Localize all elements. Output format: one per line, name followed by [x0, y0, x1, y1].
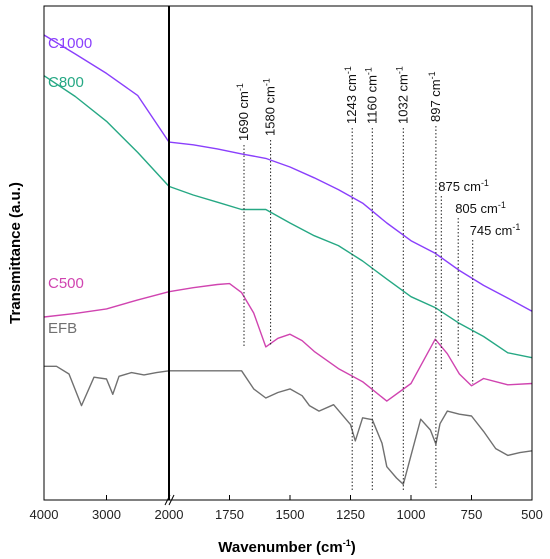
- series-line-c800: [43, 75, 533, 359]
- series-line-c1000: [43, 34, 533, 312]
- series-label-c1000: C1000: [48, 35, 92, 52]
- x-tick-label-2000: 2000: [155, 507, 184, 522]
- tick-layer: 4000 3000 2000 1750 1500 1250 1000 750 500: [30, 494, 543, 522]
- x-tick-label-1000: 1000: [397, 507, 426, 522]
- x-tick-label-3000: 3000: [92, 507, 121, 522]
- series-layer: C1000 C800 C500 EFB: [43, 34, 533, 485]
- series-label-c500: C500: [48, 275, 84, 292]
- peak-label-1160: 1160 cm-1: [363, 67, 379, 124]
- x-tick-label-1500: 1500: [276, 507, 305, 522]
- peak-label-805: 805 cm-1: [455, 200, 506, 216]
- x-tick-label-1750: 1750: [215, 507, 244, 522]
- peak-label-745: 745 cm-1: [470, 222, 521, 238]
- y-axis-title: Transmittance (a.u.): [7, 182, 24, 324]
- peak-label-1580: 1580 cm-1: [262, 78, 278, 136]
- x-axis-title: Wavenumber (cm-1): [218, 538, 356, 556]
- peak-label-1690: 1690 cm-1: [235, 83, 251, 141]
- axis-layer: [43, 5, 533, 501]
- axis-break-mark: [164, 494, 175, 506]
- x-tick-label-750: 750: [461, 507, 483, 522]
- series-label-efb: EFB: [48, 320, 77, 337]
- peak-label-875: 875 cm-1: [438, 178, 489, 194]
- plot-frame: [43, 5, 533, 501]
- peak-label-1032: 1032 cm-1: [394, 66, 410, 124]
- series-line-efb: [44, 365, 533, 485]
- series-line-c500: [43, 282, 533, 402]
- x-tick-label-4000: 4000: [30, 507, 59, 522]
- x-tick-label-1250: 1250: [336, 507, 365, 522]
- peak-label-897: 897 cm-1: [427, 71, 443, 122]
- x-tick-label-500: 500: [521, 507, 543, 522]
- peak-label-1243: 1243 cm-1: [343, 66, 359, 124]
- series-label-c800: C800: [48, 74, 84, 91]
